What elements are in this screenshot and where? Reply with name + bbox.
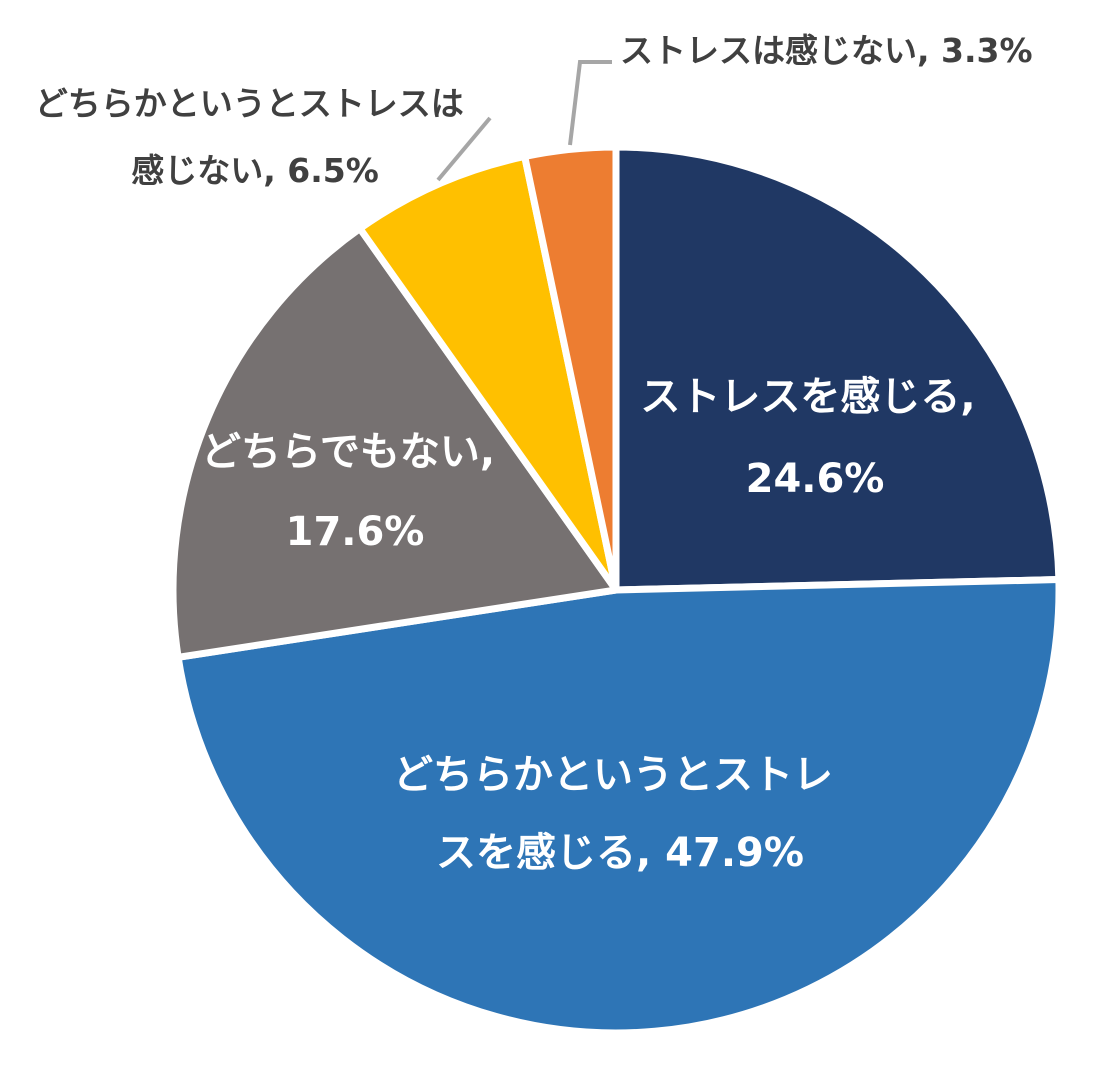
pie-slice-4 <box>521 143 620 594</box>
data-label-no-stress: ストレスは感じない, 3.3% <box>620 31 1033 70</box>
pie-slice-0 <box>612 143 1063 594</box>
data-label-neutral: どちらでもない, 17.6% <box>201 429 509 555</box>
data-label-stress: ストレスを感じる, 24.6% <box>640 374 989 502</box>
pie-slices <box>169 143 1063 1037</box>
data-label-somewhat-no-stress: どちらかというとストレスは 感じない, 6.5% <box>35 84 476 190</box>
pie-slice-1 <box>174 576 1063 1037</box>
leader-line-somewhat-no-stress <box>436 116 492 182</box>
leader-line-no-stress <box>568 60 612 146</box>
pie-slice-2 <box>169 225 620 661</box>
data-label-somewhat-stress: どちらかというとストレ スを感じる, 47.9% <box>393 752 847 876</box>
pie-slice-3 <box>356 153 620 594</box>
